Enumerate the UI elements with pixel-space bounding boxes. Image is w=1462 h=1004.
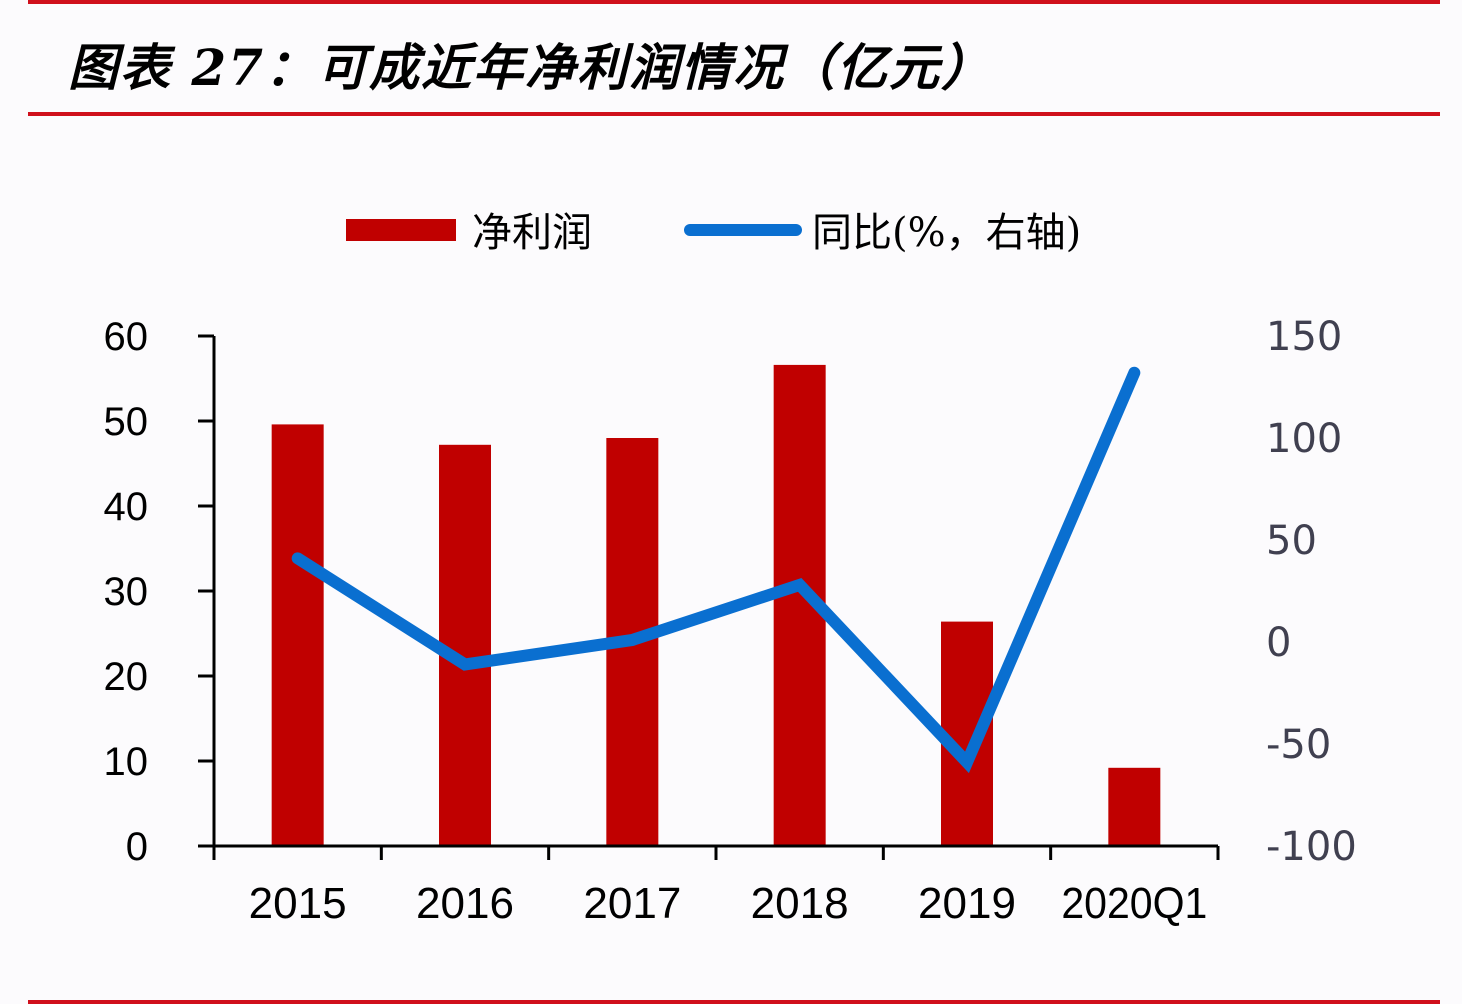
left-axis-tick-label: 30 <box>104 570 149 614</box>
chart-title: 图表 27：可成近年净利润情况（亿元） <box>68 38 993 97</box>
bar-2020Q1 <box>1108 767 1161 846</box>
title-underline-rule <box>28 112 1440 116</box>
x-axis-label: 2020Q1 <box>1061 879 1207 928</box>
left-axis-tick-label: 40 <box>104 485 149 529</box>
bottom-rule <box>28 1000 1440 1004</box>
bar-2015 <box>271 424 324 846</box>
right-axis-tick-label: 100 <box>1266 416 1342 462</box>
legend-label-yoy: 同比(%，右轴) <box>812 210 1081 256</box>
top-rule <box>28 0 1440 4</box>
right-axis-tick-label: 50 <box>1266 518 1317 564</box>
legend-label-net-profit: 净利润 <box>472 210 592 256</box>
left-axis-tick-label: 50 <box>104 400 149 444</box>
x-axis-label: 2018 <box>751 879 849 928</box>
right-axis-tick-label: -100 <box>1266 824 1357 870</box>
x-axis-label: 2016 <box>416 879 514 928</box>
left-axis-tick-label: 60 <box>104 315 149 359</box>
right-axis-tick-label: 0 <box>1266 620 1291 666</box>
left-axis-tick-label: 0 <box>126 825 148 869</box>
right-axis-tick-label: 150 <box>1266 314 1342 360</box>
left-axis-tick-label: 20 <box>104 655 149 699</box>
legend-bar-swatch <box>346 219 456 241</box>
yoy-growth-line <box>291 366 1141 774</box>
x-axis-label: 2017 <box>583 879 681 928</box>
bar-2016 <box>439 444 491 846</box>
right-axis-tick-label: -50 <box>1266 722 1331 768</box>
left-axis-tick-label: 10 <box>104 740 149 784</box>
x-axis-label: 2019 <box>918 879 1016 928</box>
x-axis-label: 2015 <box>249 879 347 928</box>
